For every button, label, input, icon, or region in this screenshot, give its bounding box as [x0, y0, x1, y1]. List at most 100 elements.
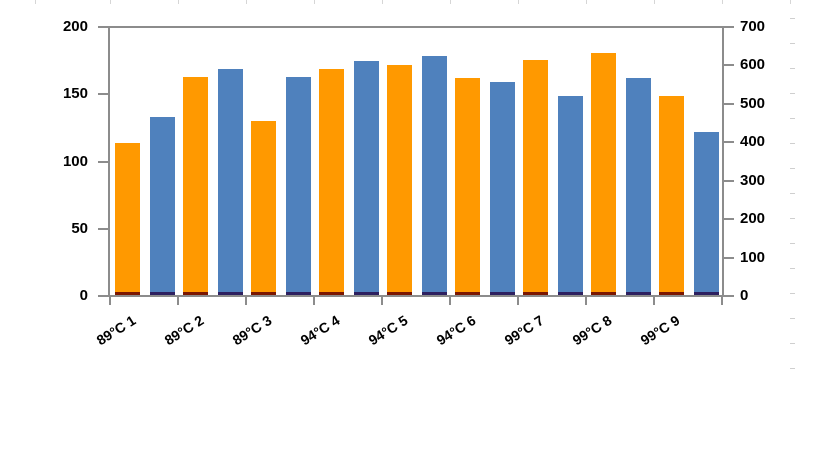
- bar-blue: [354, 61, 379, 295]
- right-y-axis-line: [722, 27, 724, 296]
- x-axis-tick: [177, 296, 179, 305]
- bar-base-strip: [694, 292, 719, 295]
- bar-orange: [455, 78, 480, 295]
- x-axis-tick: [109, 296, 111, 305]
- bar-base-strip: [150, 292, 175, 295]
- bar-blue: [150, 117, 175, 295]
- right-row-gridline-dash: [790, 318, 795, 319]
- left-axis-tick-label: 50: [71, 219, 88, 237]
- right-row-gridline-dash: [790, 118, 795, 119]
- x-axis-category-label: 89°C 3: [229, 312, 275, 349]
- bar-orange: [659, 96, 684, 295]
- top-gridline-stub: [722, 0, 723, 4]
- top-gridline-stub: [382, 0, 383, 4]
- top-gridline-stub: [518, 0, 519, 4]
- x-axis-category-label: 94°C 4: [297, 312, 343, 349]
- left-axis-tick-label: 200: [62, 18, 88, 35]
- right-axis-tick-label: 400: [740, 133, 766, 151]
- right-axis-tick: [722, 64, 734, 67]
- right-row-gridline-dash: [790, 93, 795, 94]
- x-axis-tick: [381, 296, 383, 305]
- top-gridline-stub: [314, 0, 315, 4]
- right-axis-tick: [722, 256, 734, 259]
- x-axis-tick: [313, 296, 315, 305]
- right-row-gridline-dash: [790, 293, 795, 294]
- bar-base-strip: [286, 292, 311, 295]
- right-row-gridline-dash: [790, 18, 795, 19]
- plot-top-gridline: [98, 26, 734, 28]
- right-row-gridline-dash: [790, 43, 795, 44]
- left-axis-tick: [98, 160, 110, 163]
- bar-base-strip: [490, 292, 515, 295]
- right-row-gridline-dash: [790, 268, 795, 269]
- bar-base-strip: [218, 292, 243, 295]
- bar-base-strip: [115, 292, 140, 295]
- right-row-gridline-dash: [790, 243, 795, 244]
- bar-base-strip: [251, 292, 276, 295]
- x-axis-tick: [449, 296, 451, 305]
- bar-blue: [558, 96, 583, 295]
- bar-blue: [218, 69, 243, 295]
- x-axis-category-label: 89°C 1: [93, 312, 139, 349]
- x-axis-category-label: 99°C 8: [569, 312, 615, 349]
- right-axis-tick: [722, 218, 734, 221]
- right-row-gridline-dash: [790, 193, 795, 194]
- left-axis-tick-label: 0: [79, 287, 88, 304]
- right-axis-tick-label: 700: [740, 18, 766, 35]
- right-row-gridline-dash: [790, 368, 795, 369]
- top-gridline-stub: [246, 0, 247, 4]
- left-axis-tick-label: 150: [62, 85, 88, 103]
- right-axis-tick: [722, 102, 734, 105]
- x-axis-category-label: 99°C 9: [637, 312, 683, 349]
- right-row-gridline-dash: [790, 168, 795, 169]
- x-axis-tick: [653, 296, 655, 305]
- left-axis-tick: [98, 227, 110, 230]
- x-axis-category-label: 99°C 7: [501, 312, 547, 349]
- bar-blue: [694, 132, 719, 295]
- right-row-gridline-dash: [790, 343, 795, 344]
- left-axis-tick-label: 100: [62, 152, 88, 170]
- right-axis-tick-label: 200: [740, 210, 766, 228]
- x-axis-tick: [721, 296, 723, 305]
- top-gridline-stub: [654, 0, 655, 4]
- bar-orange: [183, 77, 208, 295]
- top-gridline-stub: [790, 0, 791, 4]
- bar-base-strip: [659, 292, 684, 295]
- bar-orange: [523, 60, 548, 295]
- bar-blue: [490, 82, 515, 295]
- bar-base-strip: [319, 292, 344, 295]
- x-axis-baseline: [98, 295, 734, 297]
- top-gridline-stub: [35, 0, 36, 4]
- bar-base-strip: [523, 292, 548, 295]
- bar-base-strip: [183, 292, 208, 295]
- top-gridline-stub: [110, 0, 111, 4]
- x-axis-tick: [585, 296, 587, 305]
- x-axis-tick: [245, 296, 247, 305]
- bar-base-strip: [591, 292, 616, 295]
- right-row-gridline-dash: [790, 218, 795, 219]
- right-axis-tick: [722, 179, 734, 182]
- x-axis-category-label: 94°C 5: [365, 312, 411, 349]
- bar-orange: [319, 69, 344, 295]
- bar-base-strip: [626, 292, 651, 295]
- top-gridline-stub: [450, 0, 451, 4]
- right-axis-tick-label: 0: [740, 287, 749, 304]
- bar-base-strip: [422, 292, 447, 295]
- top-gridline-stub: [586, 0, 587, 4]
- x-axis-category-label: 89°C 2: [161, 312, 207, 349]
- right-axis-tick-label: 500: [740, 94, 766, 112]
- bar-base-strip: [354, 292, 379, 295]
- left-axis-tick: [98, 93, 110, 96]
- right-axis-tick-label: 600: [740, 56, 766, 74]
- right-axis-tick-label: 100: [740, 248, 766, 266]
- bar-base-strip: [455, 292, 480, 295]
- top-gridline-stub: [178, 0, 179, 4]
- bar-blue: [286, 77, 311, 295]
- right-row-gridline-dash: [790, 68, 795, 69]
- bar-blue: [422, 56, 447, 295]
- bar-orange: [251, 121, 276, 295]
- right-row-gridline-dash: [790, 143, 795, 144]
- x-axis-tick: [517, 296, 519, 305]
- bar-orange: [115, 143, 140, 295]
